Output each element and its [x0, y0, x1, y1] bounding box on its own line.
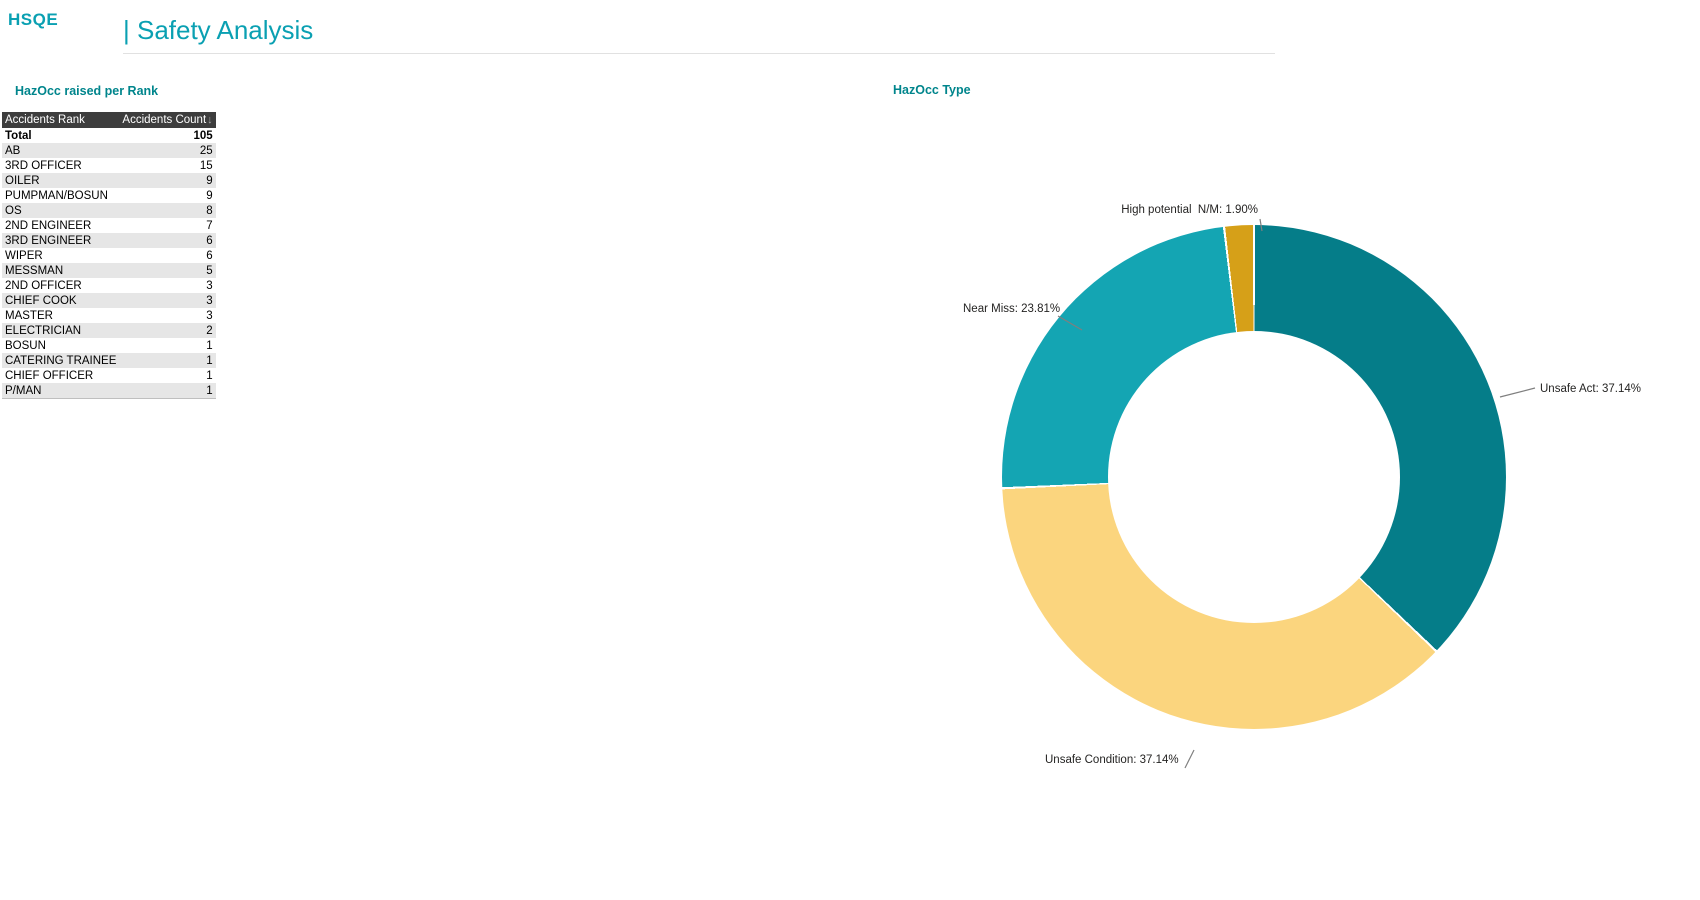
count-cell: 6 [119, 233, 216, 248]
table-body: Total 105 AB 25 3RD OFFICER 15 OILER 9 PUMPMAN… [2, 128, 216, 399]
rank-cell: OS [2, 203, 120, 218]
table-row[interactable]: OILER 9 [2, 173, 216, 188]
table-row[interactable]: AB 25 [2, 143, 216, 158]
count-cell: 15 [199, 159, 213, 172]
rank-table: Accidents Rank Accidents Count↓ Total 10… [2, 112, 216, 399]
sort-descending-icon: ↓ [207, 114, 213, 126]
count-cell: 8 [119, 203, 216, 218]
rank-cell: 3RD OFFICER [5, 159, 82, 172]
donut-chart[interactable] [1002, 225, 1506, 729]
rank-cell: 2ND OFFICER [5, 279, 82, 292]
callout-near-miss: Near Miss: 23.81% [963, 303, 1061, 315]
rank-cell: CATERING TRAINEE [2, 353, 120, 368]
column-header-label: Accidents Count [122, 114, 207, 126]
table-row[interactable]: PUMPMAN/BOSUN 9 [2, 188, 216, 203]
count-cell: 9 [119, 173, 216, 188]
rank-cell: CHIEF OFFICER [5, 369, 94, 382]
rank-cell: WIPER [5, 249, 43, 262]
total-row-label: Total [2, 128, 120, 143]
table-row[interactable]: OS 8 [2, 203, 216, 218]
table-row[interactable]: ELECTRICIAN 2 [2, 323, 216, 338]
callout-unsafe-condition: Unsafe Condition: 37.14% [1045, 754, 1179, 766]
column-header-accidents-count[interactable]: Accidents Count↓ [119, 112, 216, 128]
count-cell: 6 [206, 249, 213, 262]
rank-cell: MASTER [5, 309, 53, 322]
rank-cell: ELECTRICIAN [2, 323, 120, 338]
count-cell: 3 [119, 293, 216, 308]
table-row[interactable]: 2ND OFFICER 3 [2, 278, 216, 293]
rank-cell: P/MAN [2, 383, 120, 399]
count-cell: 2 [119, 323, 216, 338]
header-divider [123, 53, 1275, 54]
column-header-accidents-rank[interactable]: Accidents Rank [2, 112, 120, 128]
count-cell: 1 [119, 353, 216, 368]
count-cell: 5 [119, 263, 216, 278]
leader-line-unsafe-act [1499, 387, 1536, 398]
rank-cell: OILER [2, 173, 120, 188]
rank-cell: MESSMAN [2, 263, 120, 278]
rank-table-title: HazOcc raised per Rank [15, 84, 159, 98]
page-title: | Safety Analysis [123, 15, 314, 45]
table-row[interactable]: 2ND ENGINEER 7 [2, 218, 216, 233]
donut-hole [1108, 331, 1400, 623]
table-row[interactable]: MASTER 3 [2, 308, 216, 323]
count-cell: 1 [206, 339, 213, 352]
rank-cell: PUMPMAN/BOSUN [5, 189, 108, 202]
table-row[interactable]: P/MAN 1 [2, 383, 216, 399]
table-row[interactable]: WIPER 6 [2, 248, 216, 263]
table-header-row: Accidents Rank Accidents Count↓ [2, 112, 216, 128]
rank-cell: BOSUN [5, 339, 46, 352]
table-row[interactable]: BOSUN 1 [2, 338, 216, 353]
table-row[interactable]: CHIEF OFFICER 1 [2, 368, 216, 383]
leader-line-unsafe-condition [1184, 749, 1195, 769]
table-row[interactable]: MESSMAN 5 [2, 263, 216, 278]
rank-cell: AB [2, 143, 120, 158]
rank-cell: 3RD ENGINEER [2, 233, 120, 248]
count-cell: 1 [119, 383, 216, 399]
count-cell: 3 [206, 279, 213, 292]
count-cell: 7 [206, 219, 213, 232]
rank-cell: 2ND ENGINEER [5, 219, 92, 232]
table-row[interactable]: 3RD ENGINEER 6 [2, 233, 216, 248]
table-row[interactable]: 3RD OFFICER 15 [2, 158, 216, 173]
count-cell: 3 [206, 309, 213, 322]
callout-high-potential: High potential N/M: 1.90% [1121, 204, 1258, 216]
count-cell: 9 [206, 189, 213, 202]
total-row-value: 105 [119, 128, 216, 143]
table-total-row[interactable]: Total 105 [2, 128, 216, 143]
count-cell: 1 [206, 369, 213, 382]
table-row[interactable]: CHIEF COOK 3 [2, 293, 216, 308]
app-logo: HSQE [8, 10, 59, 29]
rank-cell: CHIEF COOK [2, 293, 120, 308]
table-row[interactable]: CATERING TRAINEE 1 [2, 353, 216, 368]
callout-unsafe-act: Unsafe Act: 37.14% [1540, 383, 1642, 395]
donut-chart-title: HazOcc Type [893, 83, 971, 97]
count-cell: 25 [119, 143, 216, 158]
